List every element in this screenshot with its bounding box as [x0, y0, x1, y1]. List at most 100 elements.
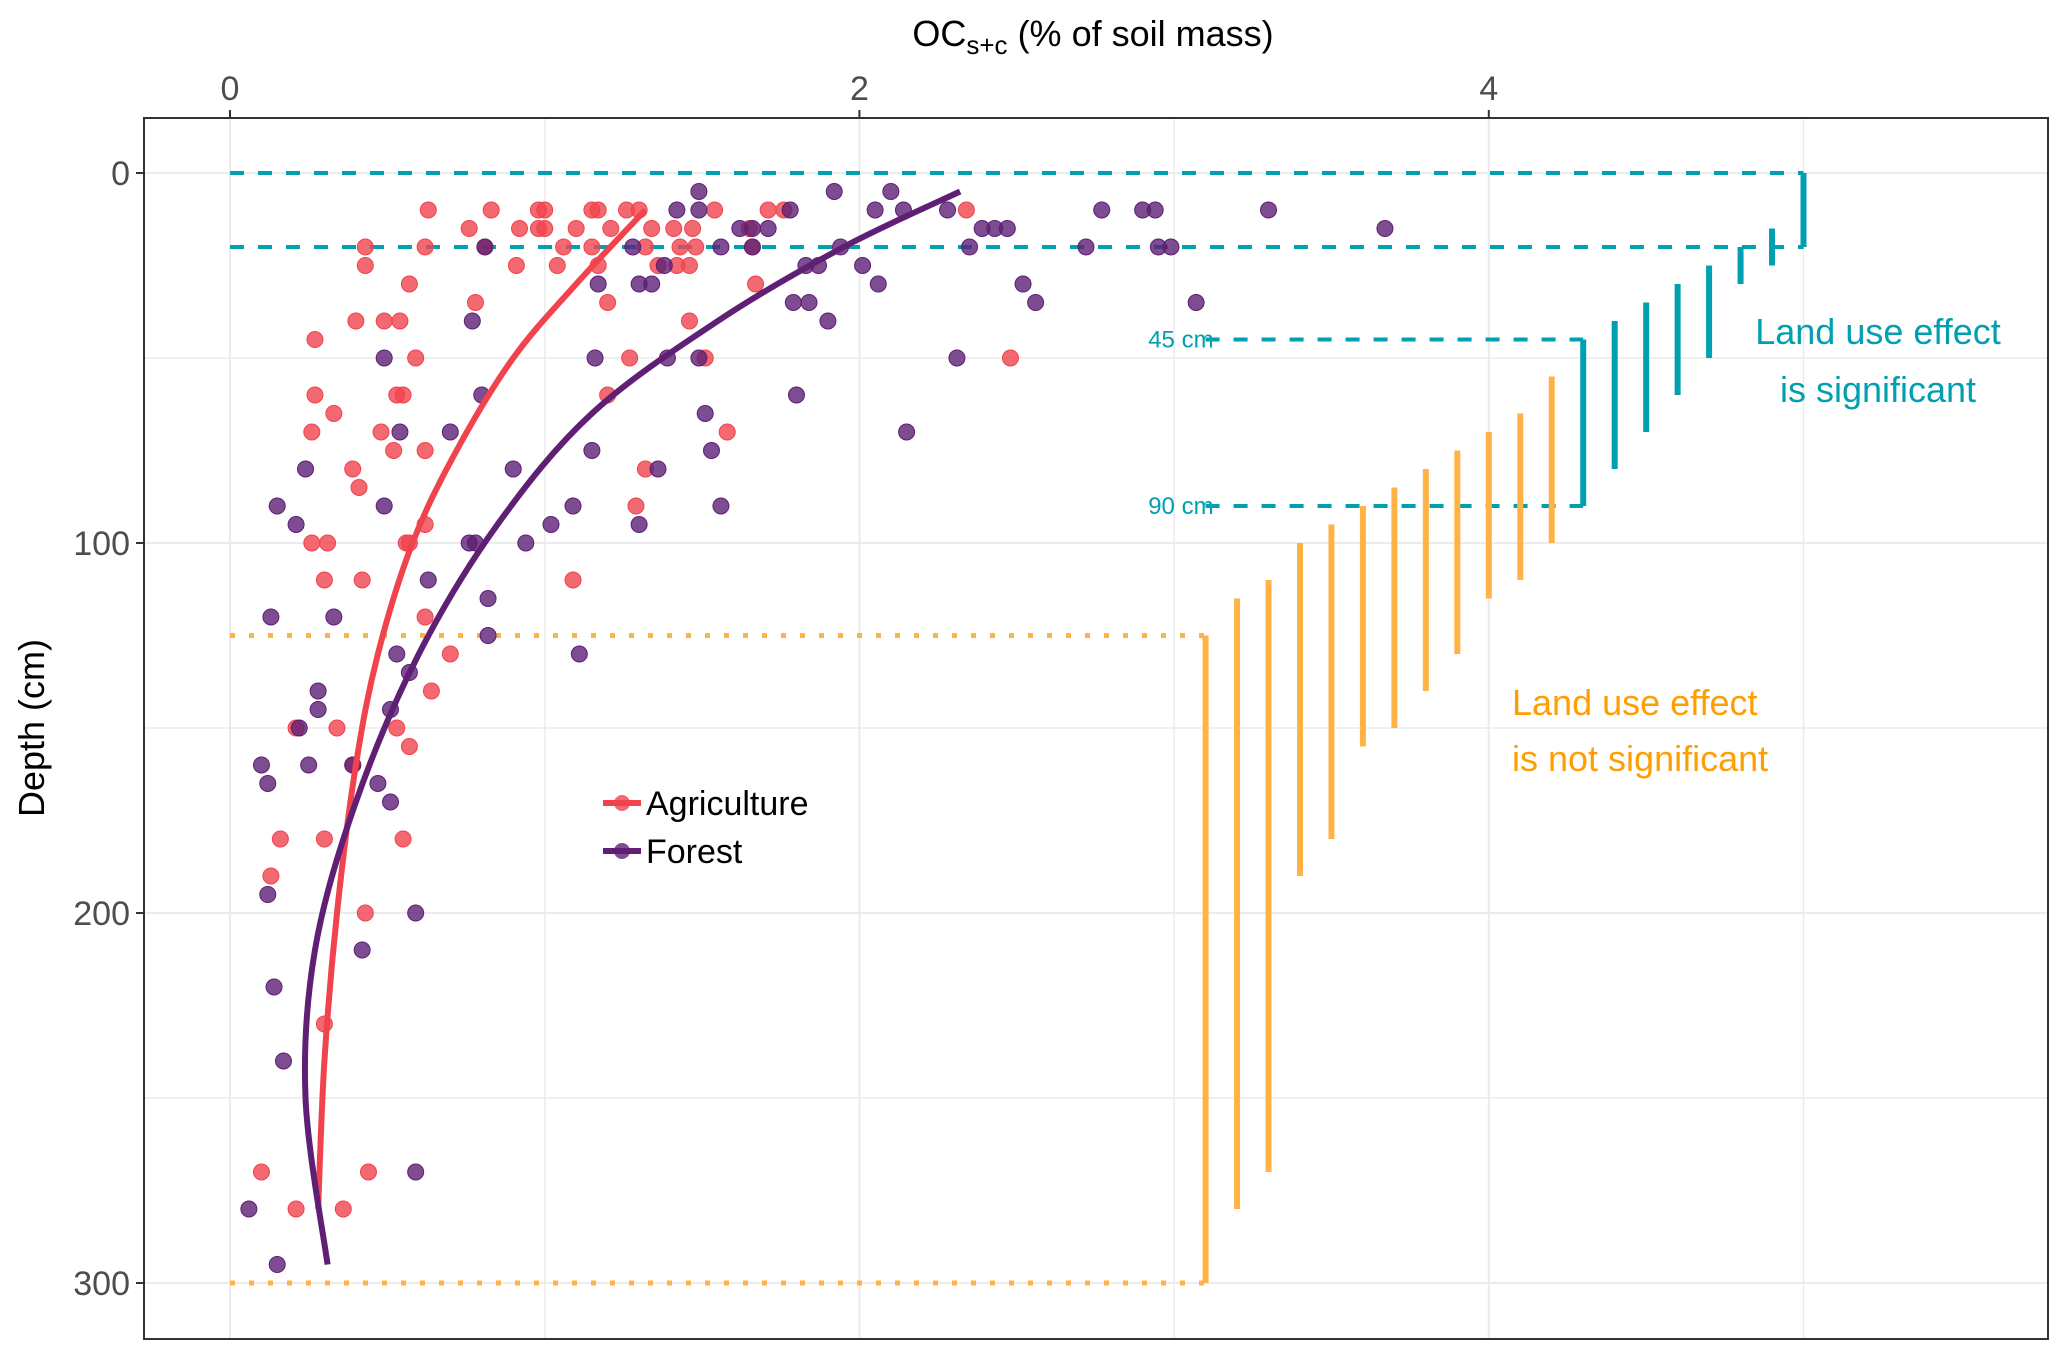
forest-point	[1077, 238, 1095, 256]
agriculture-point	[684, 220, 702, 237]
forest-point	[643, 275, 661, 293]
agriculture-point	[287, 1200, 305, 1218]
annotation-not-significant-line1: Land use effect	[1512, 682, 1758, 723]
agriculture-point	[372, 423, 390, 441]
forest-point	[259, 775, 277, 792]
agriculture-point	[353, 571, 371, 589]
agriculture-point	[511, 220, 529, 237]
forest-fit-curve	[301, 188, 962, 1265]
agriculture-point	[271, 830, 289, 848]
agriculture-point	[356, 257, 374, 274]
forest-point	[479, 627, 497, 644]
agriculture-point	[627, 497, 645, 515]
fit-curves	[301, 188, 962, 1265]
forest-point	[297, 460, 315, 478]
forest-point	[961, 238, 979, 256]
forest-point	[265, 978, 283, 996]
agriculture-point	[306, 386, 324, 404]
agriculture-point	[643, 220, 661, 237]
agriculture-point	[680, 312, 698, 330]
forest-point	[702, 442, 720, 459]
forest-point	[825, 183, 843, 200]
forest-point	[690, 183, 708, 200]
agriculture-point	[460, 220, 478, 237]
forest-point	[407, 1163, 425, 1181]
forest-point	[589, 275, 607, 293]
agriculture-point	[394, 830, 412, 848]
forest-point	[419, 571, 437, 589]
legend-label-forest: Forest	[646, 833, 743, 871]
agriculture-point	[350, 479, 368, 496]
legend-key-forest-point	[614, 843, 630, 859]
forest-point	[441, 423, 459, 441]
forest-point	[712, 497, 730, 515]
forest-point	[407, 904, 425, 922]
forest-point	[564, 497, 582, 515]
forest-point	[743, 238, 761, 256]
annotation-significant: Land use effect is significant	[1755, 311, 2001, 410]
agriculture-point	[747, 275, 765, 293]
agriculture-point	[359, 1163, 377, 1181]
forest-point	[866, 201, 884, 219]
agriculture-point	[680, 257, 698, 274]
agriculture-point	[416, 608, 434, 626]
agriculture-point	[482, 201, 500, 219]
forest-point	[655, 257, 673, 274]
axes: 0 2 4 0 100 200 300	[73, 70, 1498, 1303]
agriculture-point	[536, 220, 554, 237]
forest-point	[309, 682, 327, 700]
agriculture-point	[356, 904, 374, 922]
legend: Agriculture Forest	[603, 785, 809, 871]
agriculture-point	[319, 534, 337, 552]
y-tick-label: 300	[73, 1265, 130, 1303]
forest-point	[668, 201, 686, 219]
forest-point	[309, 701, 327, 718]
agriculture-point	[400, 738, 418, 755]
agriculture-point	[347, 312, 365, 330]
agriculture-point	[385, 442, 403, 459]
forest-point	[759, 220, 777, 237]
forest-point	[570, 645, 588, 663]
forest-point	[690, 201, 708, 219]
forest-point	[898, 423, 916, 441]
forest-point	[262, 608, 280, 626]
forest-point	[624, 238, 642, 256]
legend-key-agriculture-point	[614, 795, 630, 811]
forest-point	[463, 312, 481, 330]
forest-point	[290, 719, 308, 737]
x-tick-label: 4	[1479, 70, 1498, 108]
y-axis-title: Depth (cm)	[11, 639, 52, 817]
annotation-not-significant-line2: is not significant	[1512, 738, 1768, 779]
agriculture-point	[555, 238, 573, 256]
x-tick-label: 0	[221, 70, 240, 108]
agriculture-point	[262, 867, 280, 885]
forest-point	[1162, 238, 1180, 256]
forest-point	[325, 608, 343, 626]
forest-point	[712, 238, 730, 256]
agriculture-point	[548, 257, 566, 274]
annotation-significant-line1: Land use effect	[1755, 311, 2001, 352]
forest-point	[998, 220, 1016, 237]
agriculture-point	[375, 312, 393, 330]
agriculture-point	[394, 386, 412, 404]
forest-point	[517, 534, 535, 552]
x-axis-title-subscript: s+c	[966, 30, 1007, 60]
forest-point	[388, 645, 406, 663]
forest-point	[630, 516, 648, 533]
forest-point	[1187, 294, 1205, 311]
agriculture-point	[328, 719, 346, 737]
annotation-not-significant: Land use effect is not significant	[1512, 682, 1768, 779]
y-tick-label: 0	[111, 155, 130, 193]
agriculture-point	[416, 442, 434, 459]
grid-layer	[144, 118, 2048, 1339]
forest-point	[274, 1052, 292, 1070]
forest-point	[1014, 275, 1032, 293]
forest-point	[542, 516, 560, 533]
forest-point	[300, 756, 318, 774]
x-axis-title-rest: (% of soil mass)	[1008, 13, 1274, 54]
forest-point	[259, 886, 277, 903]
agriculture-point	[718, 423, 736, 441]
agriculture-point	[665, 220, 683, 237]
agriculture-point	[621, 349, 639, 367]
agriculture-point	[344, 460, 362, 478]
